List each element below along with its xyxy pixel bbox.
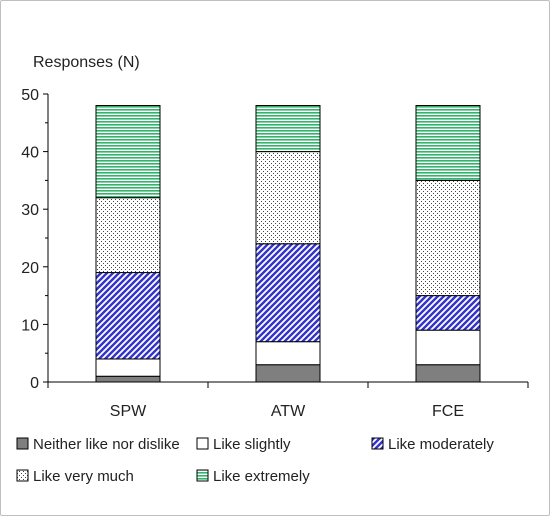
- bar-segment: [415, 295, 481, 331]
- y-axis-title: Responses (N): [33, 54, 140, 71]
- y-tick-label: 0: [30, 375, 39, 392]
- y-tick-label: 50: [21, 87, 39, 104]
- y-tick-label: 20: [21, 260, 39, 277]
- bar-segment: [95, 272, 161, 360]
- bar-segment: [415, 364, 481, 383]
- bar-segment: [415, 179, 481, 297]
- bar-segment: [255, 243, 321, 343]
- legend: Neither like nor dislike Like slightly Lik…: [16, 436, 494, 485]
- bar-segment: [255, 341, 321, 366]
- bar-segment: [415, 329, 481, 366]
- legend-label: Like extremely: [213, 468, 310, 485]
- bar-segment: [255, 151, 321, 245]
- legend-label: Neither like nor dislike: [33, 436, 180, 453]
- legend-label: Like slightly: [213, 436, 291, 453]
- x-tick-label: FCE: [432, 403, 464, 420]
- y-tick-label: 10: [21, 317, 39, 334]
- bar-segment: [255, 105, 321, 153]
- bar-segment: [415, 105, 481, 181]
- legend-swatch: [16, 469, 29, 482]
- legend-swatch: [16, 437, 29, 450]
- bar-segment: [95, 375, 161, 383]
- y-tick-label: 40: [21, 145, 39, 162]
- x-tick-label: ATW: [271, 403, 306, 420]
- x-tick-label: SPW: [110, 403, 147, 420]
- bar-segment: [95, 105, 161, 199]
- bars: [95, 105, 481, 383]
- legend-swatch: [371, 437, 384, 450]
- y-tick-label: 30: [21, 202, 39, 219]
- y-axis: 0 10 20 30 40 50: [21, 87, 49, 392]
- bar-segment: [255, 364, 321, 383]
- legend-swatch: [196, 469, 209, 482]
- legend-label: Like moderately: [388, 436, 494, 453]
- bar-segment: [95, 358, 161, 377]
- bar-segment: [95, 197, 161, 274]
- x-axis: SPW ATW FCE: [47, 381, 529, 420]
- legend-swatch: [196, 437, 209, 450]
- legend-label: Like very much: [33, 468, 134, 485]
